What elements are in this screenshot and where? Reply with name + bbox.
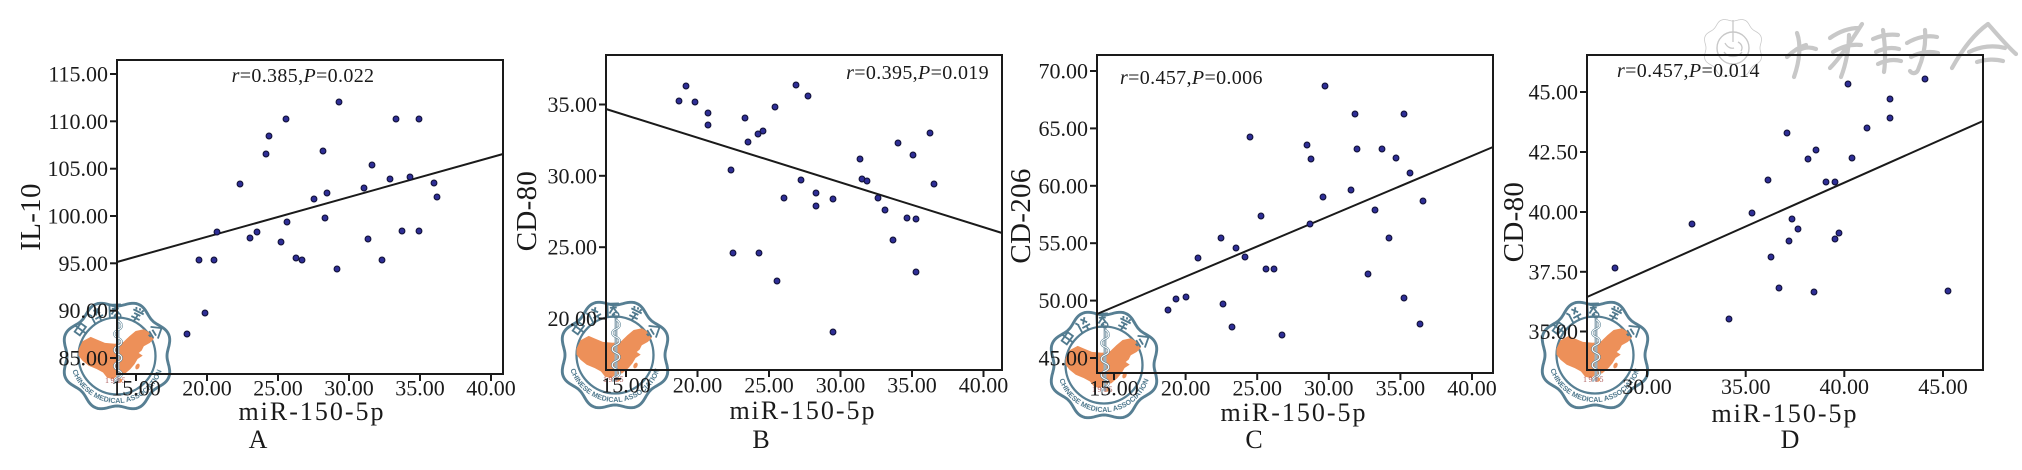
svg-text:45.00: 45.00 — [1529, 80, 1579, 105]
svg-text:20.00: 20.00 — [673, 373, 723, 398]
svg-text:65.00: 65.00 — [1039, 116, 1089, 141]
svg-text:miR-150-5p: miR-150-5p — [238, 397, 385, 426]
svg-text:30.00: 30.00 — [1304, 376, 1354, 401]
svg-text:miR-150-5p: miR-150-5p — [1711, 399, 1858, 428]
svg-text:CD-80: CD-80 — [1498, 182, 1530, 262]
svg-text:45.00: 45.00 — [1039, 346, 1089, 371]
svg-text:40.00: 40.00 — [1820, 374, 1870, 399]
svg-text:105.00: 105.00 — [48, 156, 109, 181]
svg-text:CD-206: CD-206 — [1005, 168, 1037, 263]
svg-text:r=0.457,P=0.014: r=0.457,P=0.014 — [1617, 60, 1760, 82]
svg-text:20.00: 20.00 — [548, 306, 598, 331]
svg-text:30.00: 30.00 — [816, 373, 866, 398]
svg-text:90.00: 90.00 — [59, 298, 109, 323]
svg-text:110.00: 110.00 — [48, 109, 108, 134]
svg-text:40.00: 40.00 — [1447, 376, 1497, 401]
svg-text:35.00: 35.00 — [1529, 319, 1579, 344]
svg-text:85.00: 85.00 — [59, 346, 109, 371]
svg-text:IL-10: IL-10 — [15, 183, 47, 251]
svg-text:35.00: 35.00 — [1721, 374, 1771, 399]
svg-text:115.00: 115.00 — [48, 62, 108, 87]
svg-text:r=0.457,P=0.006: r=0.457,P=0.006 — [1120, 67, 1263, 89]
svg-text:40.00: 40.00 — [466, 376, 516, 401]
svg-text:A: A — [249, 425, 268, 454]
svg-text:60.00: 60.00 — [1039, 173, 1089, 198]
svg-text:50.00: 50.00 — [1039, 288, 1089, 313]
svg-text:40.00: 40.00 — [1529, 200, 1579, 225]
svg-text:20.00: 20.00 — [182, 376, 232, 401]
svg-text:miR-150-5p: miR-150-5p — [1220, 398, 1367, 427]
svg-text:70.00: 70.00 — [1039, 59, 1089, 84]
svg-text:25.00: 25.00 — [744, 373, 794, 398]
svg-text:25.00: 25.00 — [548, 235, 598, 260]
svg-text:55.00: 55.00 — [1039, 231, 1089, 256]
svg-text:35.00: 35.00 — [548, 92, 598, 117]
svg-text:CD-80: CD-80 — [511, 171, 543, 251]
svg-text:25.00: 25.00 — [253, 376, 303, 401]
svg-text:35.00: 35.00 — [887, 373, 937, 398]
svg-text:15.00: 15.00 — [1089, 376, 1139, 401]
svg-text:45.00: 45.00 — [1918, 374, 1968, 399]
svg-text:30.00: 30.00 — [1622, 374, 1672, 399]
svg-text:15.00: 15.00 — [111, 376, 161, 401]
svg-text:37.50: 37.50 — [1529, 259, 1579, 284]
svg-text:B: B — [752, 425, 769, 454]
svg-text:25.00: 25.00 — [1232, 376, 1282, 401]
svg-text:42.50: 42.50 — [1529, 140, 1579, 165]
svg-text:35.00: 35.00 — [1376, 376, 1426, 401]
svg-text:100.00: 100.00 — [48, 204, 109, 229]
svg-text:95.00: 95.00 — [59, 251, 109, 276]
svg-text:30.00: 30.00 — [548, 163, 598, 188]
svg-text:30.00: 30.00 — [324, 376, 374, 401]
svg-text:r=0.385,P=0.022: r=0.385,P=0.022 — [232, 65, 375, 87]
svg-text:miR-150-5p: miR-150-5p — [729, 396, 876, 425]
svg-text:20.00: 20.00 — [1161, 376, 1211, 401]
svg-text:r=0.395,P=0.019: r=0.395,P=0.019 — [846, 62, 989, 84]
svg-text:C: C — [1245, 425, 1262, 454]
svg-text:15.00: 15.00 — [601, 373, 651, 398]
svg-text:40.00: 40.00 — [959, 373, 1009, 398]
svg-text:D: D — [1781, 425, 1800, 454]
svg-text:35.00: 35.00 — [395, 376, 445, 401]
